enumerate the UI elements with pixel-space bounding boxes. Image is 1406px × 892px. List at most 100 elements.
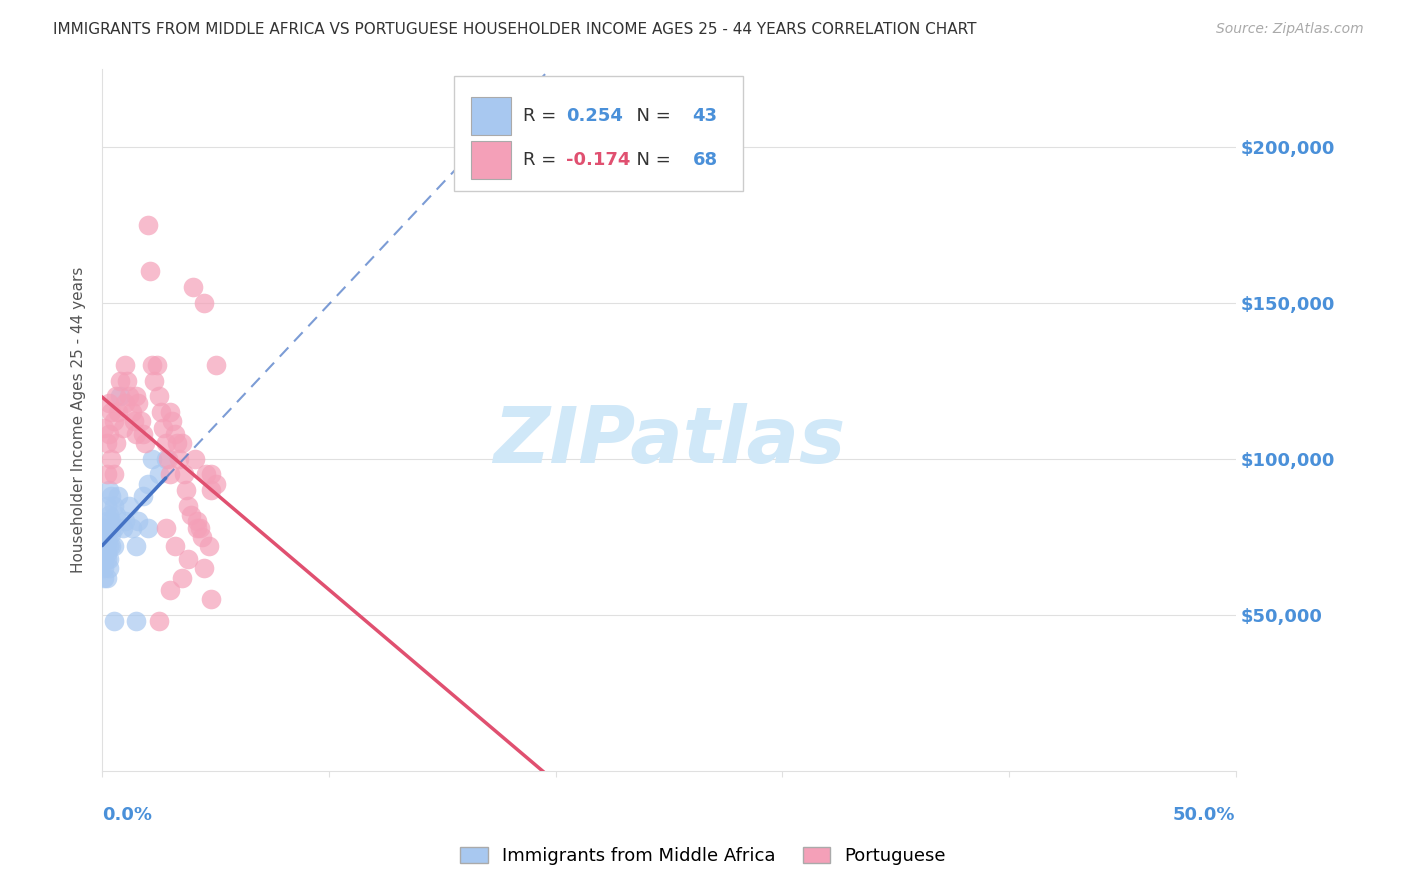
Text: N =: N = [624,107,676,125]
Point [114,395,136,409]
Point [186,520,208,534]
Point [200,483,222,497]
Legend: Immigrants from Middle Africa, Portuguese: Immigrants from Middle Africa, Portugues… [451,838,955,874]
Point [98,508,121,522]
Point [195,467,218,482]
Point [170,570,193,584]
Point [111,520,134,534]
Point [121,405,143,419]
Point [110,374,132,388]
Point [96,467,118,482]
Point [132,426,155,441]
Point [132,489,155,503]
Point [121,520,143,534]
Point [125,614,148,628]
Point [103,539,125,553]
Point [169,451,191,466]
Point [110,389,132,403]
Point [134,436,156,450]
Point [96,570,118,584]
Point [100,514,122,528]
Y-axis label: Householder Income Ages 25 - 44 years: Householder Income Ages 25 - 44 years [72,267,86,573]
Point [125,389,148,403]
FancyBboxPatch shape [471,141,512,178]
Text: N =: N = [624,151,676,169]
Point [156,451,179,466]
Point [139,264,162,278]
Point [93,570,115,584]
Point [122,414,145,428]
Point [96,514,118,528]
Point [155,451,177,466]
Point [100,526,122,541]
Text: 43: 43 [693,107,717,125]
Point [159,582,181,597]
Point [93,520,115,534]
Point [114,514,136,528]
Point [104,508,127,522]
Point [136,218,159,232]
Point [100,489,122,503]
Point [127,514,149,528]
Point [111,420,134,434]
Point [98,561,121,575]
Point [150,405,173,419]
Point [136,476,159,491]
Point [155,436,177,450]
Point [148,614,170,628]
Point [177,499,200,513]
Text: 68: 68 [693,151,718,169]
Point [163,426,186,441]
Point [93,561,115,575]
Text: IMMIGRANTS FROM MIDDLE AFRICA VS PORTUGUESE HOUSEHOLDER INCOME AGES 25 - 44 YEAR: IMMIGRANTS FROM MIDDLE AFRICA VS PORTUGU… [53,22,977,37]
Point [100,405,122,419]
Point [163,539,186,553]
Point [93,551,115,566]
Text: 50.0%: 50.0% [1173,806,1236,824]
Point [191,530,214,544]
Point [93,530,115,544]
Point [100,451,122,466]
Point [114,358,136,372]
Point [98,426,121,441]
Point [193,561,215,575]
Point [174,483,197,497]
Point [103,614,125,628]
Point [104,436,127,450]
Point [93,420,115,434]
Text: R =: R = [523,151,561,169]
Point [118,499,141,513]
Point [145,358,167,372]
Point [98,539,121,553]
Point [129,414,152,428]
Point [170,436,193,450]
Point [93,539,115,553]
Point [197,539,219,553]
Point [159,405,181,419]
Point [103,414,125,428]
Point [115,374,138,388]
Point [104,389,127,403]
Point [200,592,222,607]
FancyBboxPatch shape [471,96,512,135]
Point [98,395,121,409]
Point [193,295,215,310]
Text: ZIPatlas: ZIPatlas [492,403,845,479]
Point [204,476,226,491]
Point [127,395,149,409]
Point [136,520,159,534]
Point [96,499,118,513]
Point [103,467,125,482]
Text: R =: R = [523,107,561,125]
Point [173,467,195,482]
Point [96,536,118,550]
Text: Source: ZipAtlas.com: Source: ZipAtlas.com [1216,22,1364,37]
Point [200,467,222,482]
Point [184,451,207,466]
Point [125,539,148,553]
Point [107,489,129,503]
Point [188,520,211,534]
Text: -0.174: -0.174 [565,151,630,169]
Point [155,520,177,534]
Point [180,508,202,522]
